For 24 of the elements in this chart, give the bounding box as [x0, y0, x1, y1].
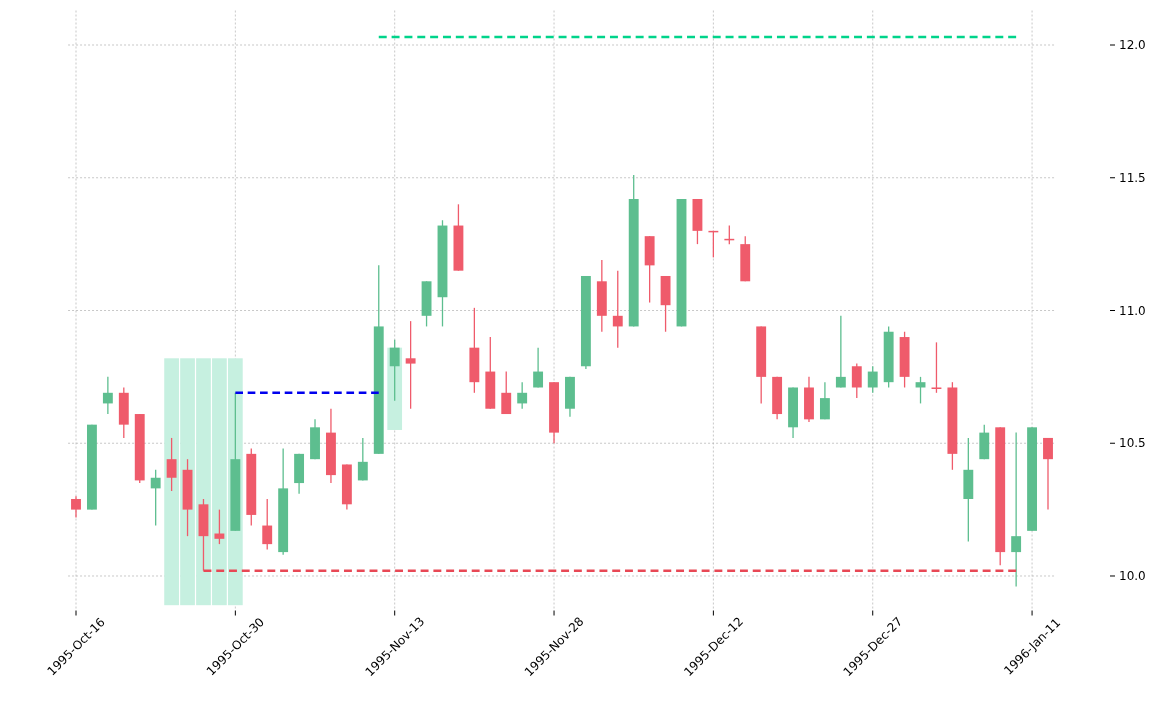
- candlestick: [262, 498, 273, 551]
- candlestick: [71, 495, 81, 519]
- candlestick: [867, 365, 878, 394]
- candlestick: [1043, 437, 1053, 511]
- candlestick: [357, 437, 368, 482]
- y-tick-label: 10.5: [1119, 436, 1146, 451]
- candlestick: [1011, 431, 1022, 588]
- candlestick: [517, 381, 528, 410]
- y-tick-label: 12.0: [1119, 38, 1146, 53]
- candlestick: [102, 376, 113, 415]
- y-tick-label: 10.0: [1119, 569, 1146, 584]
- candlestick: [931, 341, 942, 394]
- candlestick: [150, 469, 161, 527]
- candlestick: [405, 320, 416, 410]
- candlestick: [501, 370, 512, 415]
- candlestick: [851, 362, 862, 399]
- candlestick: [214, 508, 225, 545]
- candlestick: [819, 381, 830, 420]
- y-tick-label: 11.0: [1119, 303, 1146, 318]
- candlestick: [835, 315, 846, 389]
- candlestick: [166, 437, 177, 492]
- candlestick: [533, 347, 544, 389]
- candlestick: [612, 270, 623, 349]
- y-tick-label: 11.5: [1119, 170, 1146, 185]
